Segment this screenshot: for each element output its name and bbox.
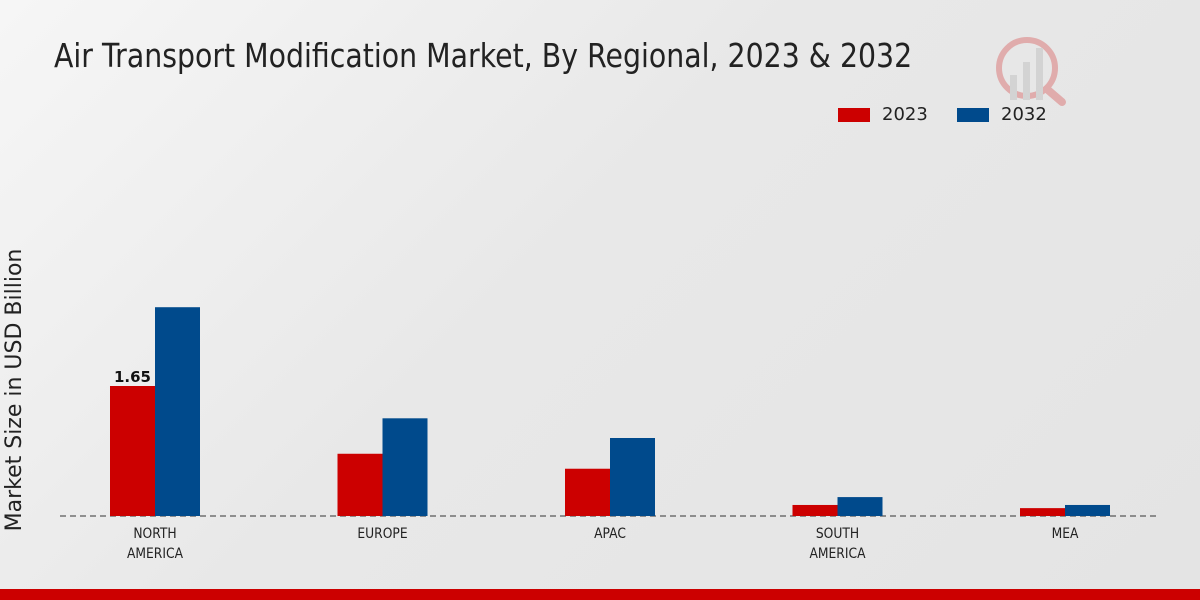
- x-tick-label: NORTH: [133, 526, 176, 542]
- bar-2032-mea: [1065, 504, 1110, 516]
- data-label: 1.65: [114, 368, 151, 386]
- legend-label-2032: 2032: [1001, 104, 1047, 125]
- legend-label-2023: 2023: [882, 104, 928, 125]
- bar-2023-north-america: [110, 386, 155, 516]
- bar-2032-south-america: [837, 497, 883, 516]
- bar-2023-south-america: [792, 504, 838, 516]
- chart-title: Air Transport Modification Market, By Re…: [54, 36, 913, 75]
- bar-2023-mea: [1020, 508, 1065, 516]
- bar-2032-north-america: [155, 307, 200, 516]
- x-tick-label: EUROPE: [357, 526, 407, 542]
- x-tick-label: MEA: [1052, 526, 1079, 542]
- legend-swatch-2023: [838, 107, 870, 122]
- x-tick-label: AMERICA: [127, 546, 183, 562]
- legend-swatch-2032: [957, 107, 989, 122]
- bar-2023-apac: [565, 468, 610, 516]
- bar-2032-europe: [382, 418, 428, 516]
- x-tick-label: APAC: [594, 526, 626, 542]
- x-tick-label: SOUTH: [816, 526, 859, 542]
- bar-2032-apac: [610, 438, 655, 516]
- logo-watermark: [996, 37, 1066, 106]
- legend-item-2023: 2023: [838, 104, 928, 125]
- bar-2023-europe: [337, 453, 383, 516]
- footer-bar: [0, 589, 1200, 600]
- legend-item-2032: 2032: [957, 104, 1047, 125]
- x-tick-label: AMERICA: [809, 546, 865, 562]
